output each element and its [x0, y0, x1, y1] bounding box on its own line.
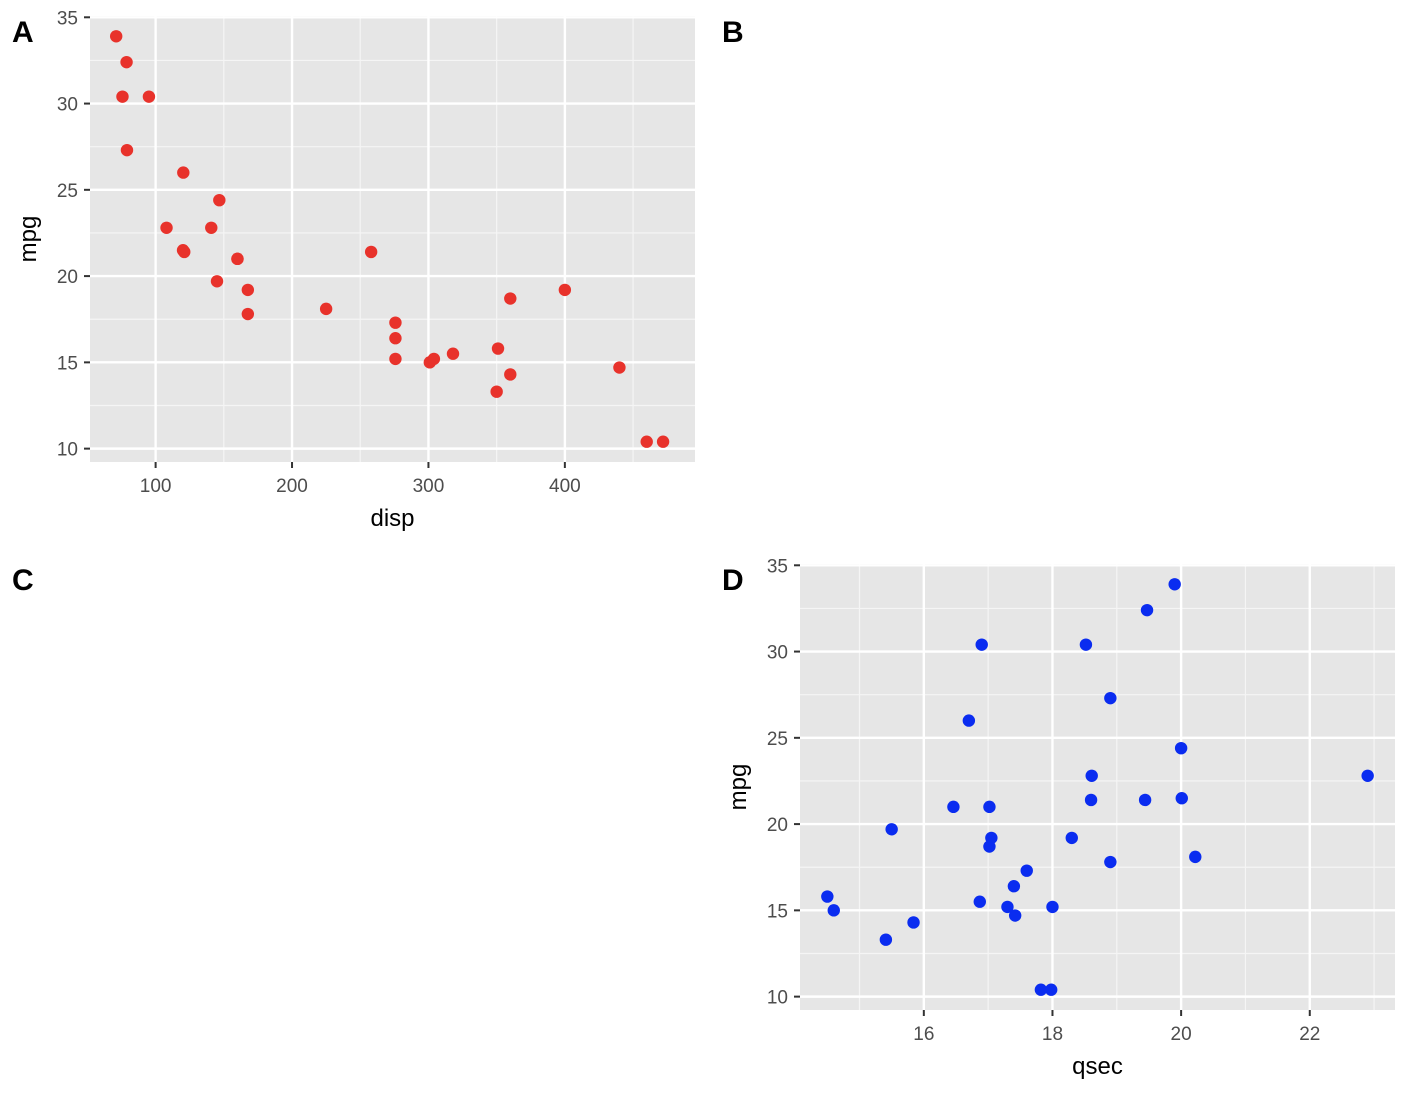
y-axis-title: mpg: [725, 764, 752, 811]
y-tick-label: 35: [767, 556, 788, 577]
data-point: [1085, 769, 1098, 782]
panel-letter-a: A: [12, 16, 34, 49]
data-point: [1007, 880, 1021, 893]
y-tick-label: 25: [767, 729, 788, 750]
data-point: [1034, 983, 1048, 996]
data-point: [1361, 769, 1374, 782]
data-point: [1044, 983, 1058, 996]
y-tick-label: 15: [767, 901, 788, 922]
data-point: [1008, 909, 1022, 922]
data-point: [160, 221, 173, 234]
data-point: [821, 890, 834, 903]
scatter-plot-d: 16 18 20 22 10 15 20 25 30 35 qsec mpg: [725, 556, 1395, 1080]
data-point: [1138, 793, 1152, 807]
data-point: [423, 356, 437, 369]
data-point: [962, 714, 976, 727]
x-tick-label: 300: [413, 476, 445, 497]
data-point: [241, 283, 255, 297]
data-point: [120, 55, 133, 69]
panel-letter-d: D: [722, 564, 744, 597]
data-point: [241, 307, 255, 321]
data-point: [1079, 638, 1093, 651]
x-axis-title: qsec: [1072, 1053, 1123, 1080]
data-point: [558, 283, 572, 297]
x-tick-label: 20: [1171, 1024, 1192, 1045]
data-point: [1140, 603, 1154, 617]
panel-letter-c: C: [12, 564, 34, 597]
x-tick-label: 400: [549, 476, 581, 497]
x-tick-label: 22: [1299, 1024, 1320, 1045]
data-point: [879, 933, 893, 946]
y-tick-label: 10: [57, 440, 78, 461]
data-point: [827, 904, 840, 917]
data-point: [213, 193, 226, 207]
scatter-plot-a: 100 200 300 400 10 15 20 25 30 35 disp mpg: [15, 8, 695, 532]
data-point: [178, 245, 191, 259]
y-tick-label: 30: [767, 643, 788, 664]
panel-background: [800, 564, 1395, 1010]
panel-letter-b: B: [722, 16, 744, 49]
data-point: [1065, 831, 1078, 845]
y-tick-label: 20: [57, 267, 78, 288]
data-point: [973, 895, 986, 908]
y-tick-label: 20: [767, 815, 788, 836]
data-point: [985, 831, 998, 845]
data-point: [1189, 850, 1202, 864]
data-point: [1174, 741, 1188, 755]
data-point: [983, 800, 996, 814]
y-tick-label: 10: [767, 988, 788, 1009]
x-tick-label: 200: [276, 476, 308, 497]
data-point: [389, 352, 402, 366]
data-point: [364, 245, 378, 259]
data-point: [975, 638, 988, 651]
data-point: [389, 332, 402, 345]
y-tick-label: 25: [57, 181, 78, 202]
data-point: [885, 823, 898, 836]
data-point: [656, 435, 670, 448]
y-axis-title: mpg: [15, 216, 42, 263]
x-tick-label: 100: [140, 476, 172, 497]
x-axis-title: disp: [370, 505, 414, 532]
data-point: [640, 435, 653, 448]
data-point: [1084, 793, 1098, 807]
data-point: [907, 916, 920, 929]
data-point: [504, 368, 517, 381]
data-point: [1046, 900, 1059, 914]
data-point: [947, 800, 960, 814]
y-tick-label: 35: [57, 8, 78, 29]
data-point: [1175, 792, 1188, 805]
data-point: [490, 385, 503, 398]
data-point: [142, 90, 156, 103]
data-point: [446, 347, 460, 360]
y-tick-label: 30: [57, 95, 78, 116]
data-point: [1001, 900, 1014, 914]
data-point: [116, 90, 129, 103]
data-point: [389, 316, 402, 329]
data-point: [319, 302, 333, 316]
data-point: [1020, 864, 1033, 877]
data-point: [1104, 855, 1117, 869]
data-point: [504, 292, 517, 305]
data-point: [205, 221, 218, 234]
data-point: [177, 166, 190, 179]
x-tick-label: 18: [1042, 1024, 1063, 1045]
data-point: [231, 252, 244, 266]
x-tick-label: 16: [913, 1024, 934, 1045]
data-point: [210, 275, 224, 288]
data-point: [491, 342, 505, 355]
data-point: [109, 30, 123, 43]
data-point: [613, 361, 626, 374]
data-point: [120, 143, 134, 157]
data-point: [1104, 691, 1117, 705]
data-point: [1168, 578, 1181, 591]
panel-background: [90, 16, 695, 462]
y-tick-label: 15: [57, 353, 78, 374]
